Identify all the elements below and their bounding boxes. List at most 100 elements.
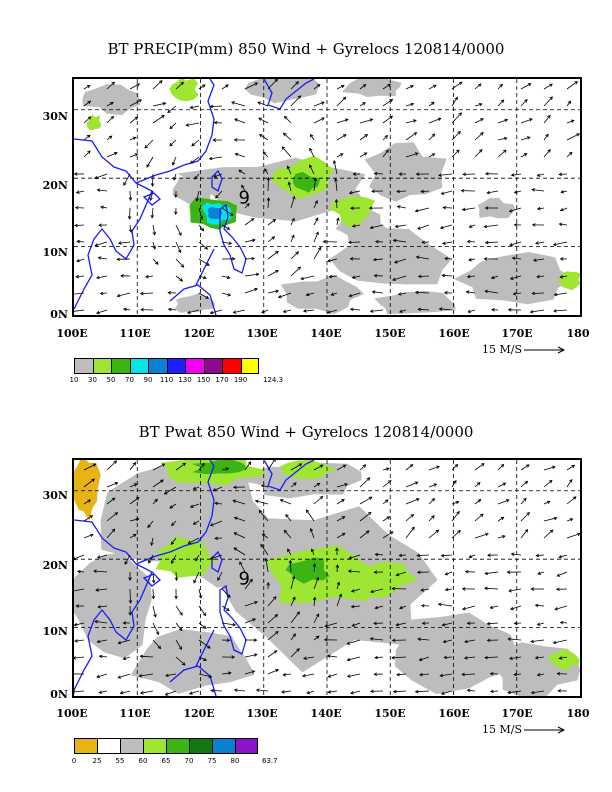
- panel1-colorbar-label: 110: [159, 376, 174, 384]
- panel2-colorbar-swatch: [120, 738, 143, 754]
- panel2-colorbar-swatch: [166, 738, 189, 754]
- storm-marker: 9: [239, 569, 250, 590]
- panel2-colorbar-swatch: [235, 738, 258, 754]
- panel1-colorbar-swatch: [92, 358, 111, 374]
- panel1-xtick-150e: 150E: [374, 327, 406, 340]
- panel1-map-canvas: 9: [74, 79, 580, 315]
- panel2-reference-vector-label: 15 M/S: [482, 723, 522, 736]
- precip-light-area: [342, 79, 402, 97]
- precip-light-area: [329, 228, 452, 285]
- panel2-title: BT Pwat 850 Wind + Gyrelocs 120814/0000: [138, 423, 474, 441]
- panel1-colorbar: [74, 358, 259, 374]
- panel1-colorbar-swatch: [148, 358, 167, 374]
- panel2-xtick-170e: 170E: [501, 707, 533, 720]
- pwat-very-high-area: [285, 557, 330, 584]
- precip-light-area: [374, 290, 456, 315]
- panel1-ytick-30n: 30N: [42, 110, 68, 123]
- panel2-xtick-120e: 120E: [183, 707, 215, 720]
- panel1-xtick-140e: 140E: [310, 327, 342, 340]
- precip-moderate-area: [557, 271, 580, 291]
- pwat-low-area: [74, 460, 101, 521]
- panel1-reference-arrow-icon: [524, 346, 566, 354]
- panel1-colorbar-label: 150: [196, 376, 211, 384]
- panel2-colorbar-label: 25: [92, 757, 102, 765]
- panel1-ytick-0n: 0N: [50, 308, 68, 321]
- panel1-ytick-10n: 10N: [42, 246, 68, 259]
- panel1-colorbar-swatch: [185, 358, 204, 374]
- panel2-colorbar-swatch: [189, 738, 212, 754]
- panel1-xtick-170e: 170E: [501, 327, 533, 340]
- panel1-xtick-110e: 110E: [119, 327, 151, 340]
- panel1-colorbar-swatch: [129, 358, 148, 374]
- panel1-coastline: [74, 79, 315, 315]
- panel1-colorbar-label: 70: [125, 376, 134, 384]
- panel2-colorbar: [74, 738, 258, 754]
- panel1-colorbar-label: 50: [106, 376, 116, 384]
- panel2-xtick-140e: 140E: [310, 707, 342, 720]
- panel1-map: 9: [72, 77, 582, 317]
- map-gridlines: [74, 460, 580, 696]
- panel1-colorbar-swatch: [240, 358, 259, 374]
- precip-moderate-area: [329, 196, 376, 227]
- panel2-colorbar-label: 80: [230, 757, 240, 765]
- panel1-colorbar-label: 130: [178, 376, 192, 384]
- panel1-reference-vector-label: 15 M/S: [482, 343, 522, 356]
- panel2-colorbar-label: 55: [115, 757, 125, 765]
- precip-light-area: [82, 84, 141, 116]
- panel2-colorbar-label: 65: [161, 757, 171, 765]
- panel1-colorbar-label: 90: [143, 376, 153, 384]
- panel1-xtick-130e: 130E: [246, 327, 278, 340]
- panel1-colorbar-label: 170: [215, 376, 229, 384]
- panel2-colorbar-swatch: [74, 738, 97, 754]
- panel1-colorbar-labels: 10 30 50 70 90 110 130 150 170 190 124.3: [70, 376, 284, 386]
- panel2-colorbar-label: 75: [207, 757, 217, 765]
- panel1-colorbar-label: 190: [233, 376, 248, 384]
- pwat-very-high-area: [191, 460, 246, 475]
- pwat-mid-area: [130, 629, 255, 694]
- panel2-map-canvas: 9: [74, 460, 580, 696]
- panel2-colorbar-label: 60: [138, 757, 148, 765]
- panel1-xtick-160e: 160E: [438, 327, 470, 340]
- panel2-colorbar-label: 0: [71, 757, 77, 765]
- panel2-xtick-150e: 150E: [374, 707, 406, 720]
- storm-marker: 9: [239, 188, 250, 209]
- panel1-xtick-120e: 120E: [183, 327, 215, 340]
- panel2-colorbar-swatch: [212, 738, 235, 754]
- panel1-xtick-180: 180: [566, 327, 590, 340]
- panel1-xtick-100e: 100E: [56, 327, 88, 340]
- panel2-xtick-100e: 100E: [56, 707, 88, 720]
- panel2-colorbar-swatch: [97, 738, 120, 754]
- panel1-colorbar-swatch: [222, 358, 241, 374]
- precip-moderate-area: [169, 79, 199, 102]
- precip-light-area: [280, 274, 365, 315]
- panel1-title: BT PRECIP(mm) 850 Wind + Gyrelocs 120814…: [107, 40, 505, 58]
- wind-vectors: [74, 79, 580, 315]
- precip-light-area: [174, 293, 215, 313]
- panel1-colorbar-swatch: [166, 358, 185, 374]
- panel2-xtick-180: 180: [566, 707, 590, 720]
- panel1-ytick-20n: 20N: [42, 179, 68, 192]
- panel1-colorbar-label: 10: [69, 376, 79, 384]
- panel2-ytick-20n: 20N: [42, 559, 68, 572]
- wind-vectors: [74, 460, 580, 696]
- panel2-colorbar-labels: 0 25 55 60 65 70 75 80 63.7: [71, 757, 278, 767]
- pwat-high-area: [549, 649, 580, 672]
- panel2-ytick-10n: 10N: [42, 625, 68, 638]
- panel2-xtick-160e: 160E: [438, 707, 470, 720]
- panel2-map: 9: [72, 458, 582, 698]
- panel2-ytick-30n: 30N: [42, 489, 68, 502]
- panel2-ytick-0n: 0N: [50, 688, 68, 701]
- panel1-colorbar-label: 30: [88, 376, 97, 384]
- panel2-reference-arrow-icon: [524, 726, 566, 734]
- pwat-mid-area: [74, 552, 152, 659]
- panel2-xtick-130e: 130E: [246, 707, 278, 720]
- panel1-colorbar-swatch: [111, 358, 130, 374]
- panel2-colorbar-swatch: [143, 738, 166, 754]
- precip-heavy-area: [292, 171, 321, 193]
- precip-light-area: [364, 142, 447, 202]
- panel1-colorbar-swatch: [74, 358, 93, 374]
- panel1-colorbar-label: 124.3: [263, 376, 284, 384]
- pwat-mid-area: [394, 612, 520, 695]
- panel2-colorbar-label: 63.7: [262, 757, 278, 765]
- precip-extreme-area: [207, 206, 222, 220]
